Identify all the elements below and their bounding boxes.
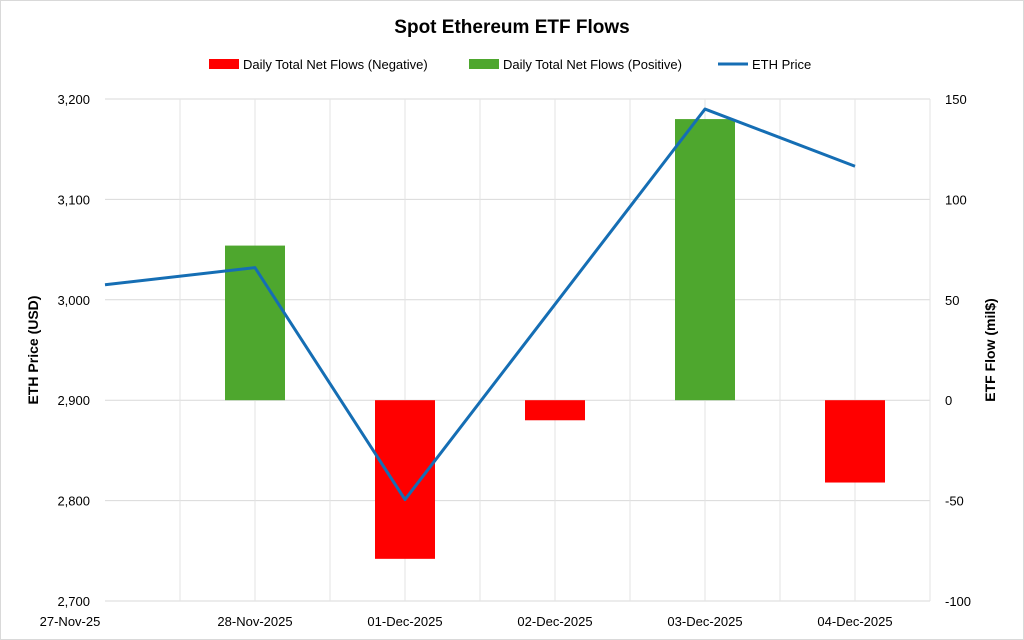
legend-swatch: [209, 59, 239, 69]
price-line: [104, 107, 856, 502]
y-tick-label-right: 150: [945, 92, 967, 107]
axes: 2,700 2,800 2,900 3,000 3,100 3,200 -100 -50 0 50…: [40, 92, 971, 629]
y-tick-label-left: 3,200: [57, 92, 90, 107]
y-tick-label-right: 50: [945, 293, 959, 308]
x-tick-label: 03-Dec-2025: [667, 614, 742, 629]
y-axis-right-label: ETF Flow (mil$): [982, 298, 998, 401]
legend-label: ETH Price: [752, 57, 811, 72]
y-tick-label-right: 100: [945, 192, 967, 207]
legend-label: Daily Total Net Flows (Positive): [503, 57, 682, 72]
x-tick-label: 04-Dec-2025: [817, 614, 892, 629]
bar-positive: [675, 119, 735, 401]
bar-negative: [375, 400, 435, 559]
y-tick-label-right: -50: [945, 494, 964, 509]
x-tick-label: 01-Dec-2025: [367, 614, 442, 629]
y-tick-label-left: 2,700: [57, 594, 90, 609]
y-tick-label-right: -100: [945, 594, 971, 609]
bar-negative: [525, 400, 585, 421]
bars: [225, 119, 885, 559]
y-tick-label-left: 3,000: [57, 293, 90, 308]
legend: Daily Total Net Flows (Negative) Daily To…: [209, 57, 811, 72]
bar-negative: [825, 400, 885, 483]
legend-label: Daily Total Net Flows (Negative): [243, 57, 428, 72]
y-tick-label-left: 2,800: [57, 494, 90, 509]
chart-title: Spot Ethereum ETF Flows: [394, 17, 629, 38]
x-tick-label: 28-Nov-2025: [217, 614, 292, 629]
x-tick-label: 02-Dec-2025: [517, 614, 592, 629]
x-tick-label: 27-Nov-25: [40, 614, 101, 629]
y-tick-label-left: 2,900: [57, 393, 90, 408]
y-tick-label-right: 0: [945, 393, 952, 408]
y-axis-left-label: ETH Price (USD): [25, 296, 41, 405]
legend-swatch: [469, 59, 499, 69]
y-tick-label-left: 3,100: [57, 192, 90, 207]
